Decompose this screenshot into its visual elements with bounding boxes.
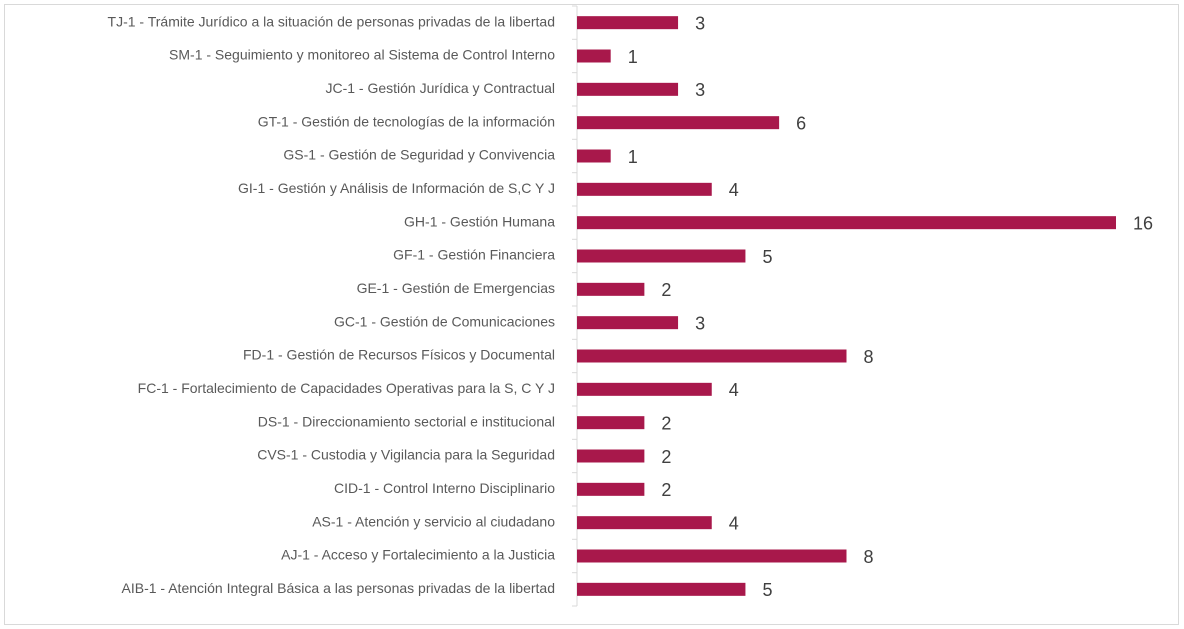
- bar: [577, 116, 780, 130]
- category-label: AJ-1 - Acceso y Fortalecimiento a la Jus…: [281, 547, 555, 563]
- value-label: 8: [864, 347, 874, 367]
- bar: [577, 416, 645, 430]
- bar: [577, 249, 746, 263]
- value-label: 5: [762, 247, 772, 267]
- value-label: 3: [695, 80, 705, 100]
- category-label: GF-1 - Gestión Financiera: [393, 247, 555, 263]
- category-label: AS-1 - Atención y servicio al ciudadano: [312, 513, 555, 529]
- bar: [577, 349, 847, 363]
- value-label: 2: [661, 280, 671, 300]
- value-label: 1: [628, 147, 638, 167]
- value-label: 16: [1133, 213, 1153, 233]
- category-label: DS-1 - Direccionamiento sectorial e inst…: [258, 413, 555, 429]
- category-label: GT-1 - Gestión de tecnologías de la info…: [258, 113, 555, 129]
- value-label: 4: [729, 513, 739, 533]
- bar: [577, 82, 679, 96]
- value-label: 5: [762, 580, 772, 600]
- bar: [577, 216, 1116, 230]
- category-label: FD-1 - Gestión de Recursos Físicos y Doc…: [243, 347, 555, 363]
- category-label: GS-1 - Gestión de Seguridad y Convivenci…: [283, 147, 555, 163]
- bar: [577, 382, 712, 396]
- category-label: CID-1 - Control Interno Disciplinario: [334, 480, 555, 496]
- category-label: GI-1 - Gestión y Análisis de Información…: [238, 180, 555, 196]
- bar: [577, 49, 611, 63]
- bar: [577, 149, 611, 163]
- category-label: TJ-1 - Trámite Jurídico a la situación d…: [108, 13, 555, 29]
- value-label: 3: [695, 13, 705, 33]
- bar: [577, 549, 847, 563]
- value-label: 1: [628, 47, 638, 67]
- value-label: 2: [661, 413, 671, 433]
- category-label: SM-1 - Seguimiento y monitoreo al Sistem…: [169, 47, 555, 63]
- category-label: FC-1 - Fortalecimiento de Capacidades Op…: [138, 380, 555, 396]
- bar: [577, 182, 712, 196]
- category-label: CVS-1 - Custodia y Vigilancia para la Se…: [257, 447, 555, 463]
- chart-frame: [4, 4, 1179, 625]
- value-label: 8: [864, 547, 874, 567]
- bar: [577, 516, 712, 530]
- category-label: GH-1 - Gestión Humana: [404, 213, 555, 229]
- category-label: GC-1 - Gestión de Comunicaciones: [334, 313, 555, 329]
- category-label: AIB-1 - Atención Integral Básica a las p…: [122, 580, 555, 596]
- value-label: 3: [695, 313, 705, 333]
- value-label: 2: [661, 480, 671, 500]
- value-label: 4: [729, 180, 739, 200]
- category-label: JC-1 - Gestión Jurídica y Contractual: [325, 80, 555, 96]
- value-label: 2: [661, 447, 671, 467]
- bar: [577, 282, 645, 296]
- bar: [577, 16, 679, 30]
- bar: [577, 482, 645, 496]
- bar: [577, 316, 679, 330]
- category-label: GE-1 - Gestión de Emergencias: [357, 280, 555, 296]
- bar: [577, 582, 746, 596]
- value-label: 6: [796, 113, 806, 133]
- value-label: 4: [729, 380, 739, 400]
- bar: [577, 449, 645, 463]
